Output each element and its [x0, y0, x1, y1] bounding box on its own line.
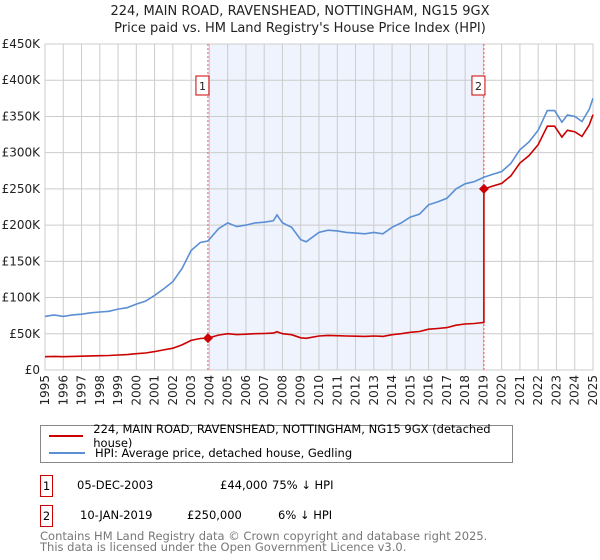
x-tick-label: 1998	[93, 375, 107, 406]
x-tick-label: 1995	[38, 375, 52, 406]
transaction-price: £44,000	[220, 478, 268, 492]
x-tick-label: 2006	[239, 375, 253, 406]
x-tick-label: 2017	[440, 375, 454, 406]
y-tick-label: £300K	[2, 146, 42, 160]
sale-point	[202, 333, 213, 344]
y-tick-label: £450K	[2, 37, 42, 51]
hpi-line	[44, 98, 594, 318]
x-tick-label: 2021	[513, 375, 527, 406]
property-line-swatch	[49, 435, 84, 437]
x-tick-label: 2010	[312, 375, 326, 406]
y-tick-label: £400K	[2, 73, 42, 87]
x-tick-label: 1996	[56, 375, 70, 406]
x-tick-label: 2009	[294, 375, 308, 406]
sale-point	[478, 183, 489, 194]
x-tick-label: 2007	[257, 375, 271, 406]
plot-frame	[44, 43, 594, 371]
y-tick-label: £200K	[2, 218, 42, 232]
x-tick-label: 2005	[221, 375, 235, 406]
x-tick-label: 2008	[275, 375, 289, 406]
x-tick-label: 2014	[385, 375, 399, 406]
transaction-date: 10-JAN-2019	[80, 508, 153, 522]
x-tick-label: 2015	[403, 375, 417, 406]
x-tick-label: 2000	[129, 375, 143, 406]
sale-label-box	[195, 75, 210, 96]
footer-licence: This data is licensed under the Open Gov…	[40, 540, 407, 554]
x-tick-label: 2019	[476, 375, 490, 406]
legend-label-property: 224, MAIN ROAD, RAVENSHEAD, NOTTINGHAM, …	[93, 422, 491, 450]
x-tick-label: 1997	[75, 375, 89, 406]
x-tick-label: 2023	[549, 375, 563, 406]
x-tick-label: 2024	[568, 375, 582, 406]
sale-label-box	[471, 75, 486, 96]
legend-item-hpi: HPI: Average price, detached house, Gedl…	[49, 445, 352, 461]
price-chart: £0 £50K £100K £150K £200K £250K £300K £350K £400…	[2, 37, 600, 406]
sale-label: 1	[199, 80, 206, 93]
legend: 224, MAIN ROAD, RAVENSHEAD, NOTTINGHAM, …	[40, 422, 513, 463]
x-tick-label: 2016	[422, 375, 436, 406]
sale-label: 2	[475, 80, 482, 93]
x-tick-label: 2022	[531, 375, 545, 406]
y-tick-label: £250K	[2, 182, 42, 196]
transaction-marker: 2	[40, 505, 53, 527]
transaction-hpi: 75% ↓ HPI	[272, 478, 334, 492]
legend-item-property: 224, MAIN ROAD, RAVENSHEAD, NOTTINGHAM, …	[49, 422, 512, 450]
chart-subtitle: Price paid vs. HM Land Registry's House …	[114, 21, 486, 36]
x-tick-label: 2002	[166, 375, 180, 406]
x-tick-label: 2012	[349, 375, 363, 406]
x-tick-label: 2018	[458, 375, 472, 406]
transaction-marker: 1	[40, 475, 53, 497]
y-tick-label: £0	[25, 363, 40, 377]
transaction-date: 05-DEC-2003	[77, 478, 154, 492]
ownership-shade	[207, 44, 484, 370]
transaction-hpi: 6% ↓ HPI	[278, 508, 333, 522]
x-tick-label: 2013	[367, 375, 381, 406]
legend-label-hpi: HPI: Average price, detached house, Gedl…	[95, 446, 353, 460]
y-tick-label: £350K	[2, 109, 42, 123]
y-tick-label: £150K	[2, 254, 42, 268]
hpi-line-swatch	[49, 452, 85, 454]
transaction-price: £250,000	[187, 508, 242, 522]
x-tick-label: 2001	[148, 375, 162, 406]
x-tick-label: 2025	[586, 375, 600, 406]
y-tick-label: £50K	[9, 327, 41, 341]
x-tick-label: 2004	[202, 375, 216, 406]
x-tick-label: 1999	[111, 375, 125, 406]
x-tick-label: 2020	[495, 375, 509, 406]
y-tick-label: £100K	[2, 291, 42, 305]
footer-copyright: Contains HM Land Registry data © Crown c…	[40, 529, 488, 543]
x-tick-label: 2011	[330, 375, 344, 406]
x-tick-label: 2003	[184, 375, 198, 406]
property-price-line	[44, 114, 594, 358]
chart-title: 224, MAIN ROAD, RAVENSHEAD, NOTTINGHAM, …	[110, 4, 490, 19]
